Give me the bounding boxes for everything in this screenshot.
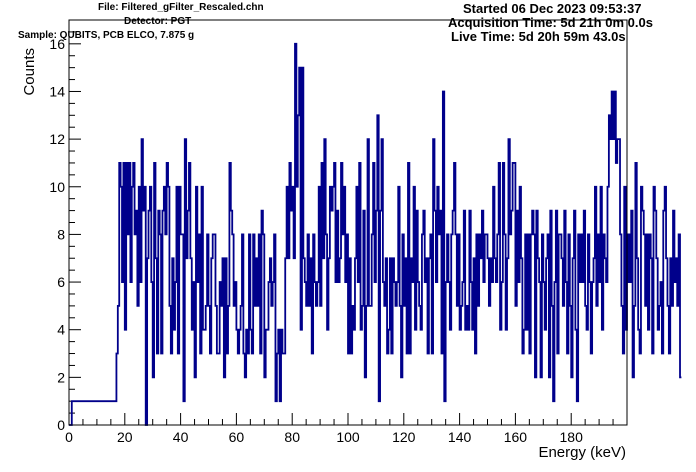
x-tick-label: 80: [284, 429, 300, 445]
x-tick-label: 0: [65, 429, 73, 445]
y-tick-label: 8: [57, 226, 65, 242]
y-tick-labels: 0 2 4 6 8 10 12 14 16: [49, 36, 65, 433]
started-label: Started 06 Dec 2023 09:53:37: [463, 1, 642, 16]
x-axis-title: Energy (keV): [538, 444, 626, 461]
y-axis-title: Counts: [21, 48, 38, 96]
acquisition-time-label: Acquisition Time: 5d 21h 0m 0.0s: [448, 15, 653, 30]
x-tick-label: 20: [117, 429, 133, 445]
x-tick-label: 120: [392, 429, 416, 445]
x-tick-labels: 0 20 40 60 80 100 120 140 160 180: [65, 429, 583, 445]
y-tick-label: 2: [57, 369, 65, 385]
y-tick-label: 16: [49, 36, 65, 52]
x-tick-label: 140: [448, 429, 472, 445]
live-time-label: Live Time: 5d 20h 59m 43.0s: [451, 29, 626, 44]
detector-label: Detector: PGT: [124, 16, 192, 27]
y-tick-label: 14: [49, 83, 65, 99]
file-label: File: Filtered_gFilter_Rescaled.chn: [98, 2, 264, 13]
x-tick-label: 100: [336, 429, 360, 445]
y-tick-label: 10: [49, 179, 65, 195]
x-tick-label: 60: [229, 429, 245, 445]
x-tick-label: 40: [173, 429, 189, 445]
y-tick-label: 12: [49, 131, 65, 147]
y-tick-label: 4: [57, 322, 65, 338]
plot-frame: [68, 19, 628, 426]
spectrum-histogram-line: [69, 42, 682, 426]
x-tick-label: 180: [560, 429, 584, 445]
sample-label: Sample: QUBITS, PCB ELCO, 7.875 g: [18, 30, 195, 41]
y-tick-label: 0: [57, 417, 65, 433]
x-tick-label: 160: [504, 429, 528, 445]
y-tick-label: 6: [57, 274, 65, 290]
